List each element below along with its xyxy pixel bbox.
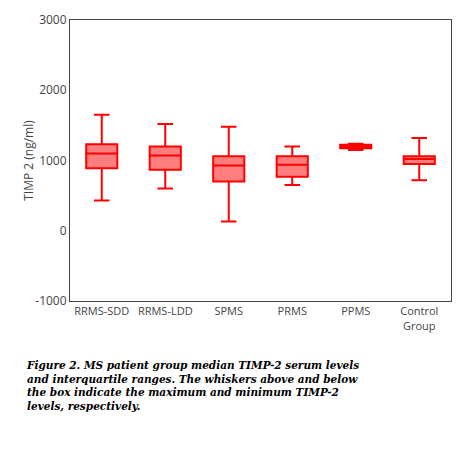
svg-text:3000: 3000 bbox=[39, 11, 67, 28]
svg-text:RRMS-LDD: RRMS-LDD bbox=[138, 303, 193, 318]
svg-text:PPMS: PPMS bbox=[341, 303, 370, 318]
svg-text:TIMP 2 (ng/ml): TIMP 2 (ng/ml) bbox=[20, 120, 37, 201]
svg-text:PRMS: PRMS bbox=[278, 303, 307, 318]
svg-text:0: 0 bbox=[60, 222, 67, 239]
svg-text:SPMS: SPMS bbox=[214, 303, 243, 318]
svg-text:2000: 2000 bbox=[39, 81, 67, 98]
svg-text:1000: 1000 bbox=[39, 152, 67, 169]
svg-text:-1000: -1000 bbox=[35, 292, 66, 309]
svg-text:ControlGroup: ControlGroup bbox=[400, 303, 438, 332]
svg-text:Figure 2. MS patient group med: Figure 2. MS patient group median TIMP-2… bbox=[26, 359, 359, 412]
svg-text:RRMS-SDD: RRMS-SDD bbox=[74, 303, 129, 318]
